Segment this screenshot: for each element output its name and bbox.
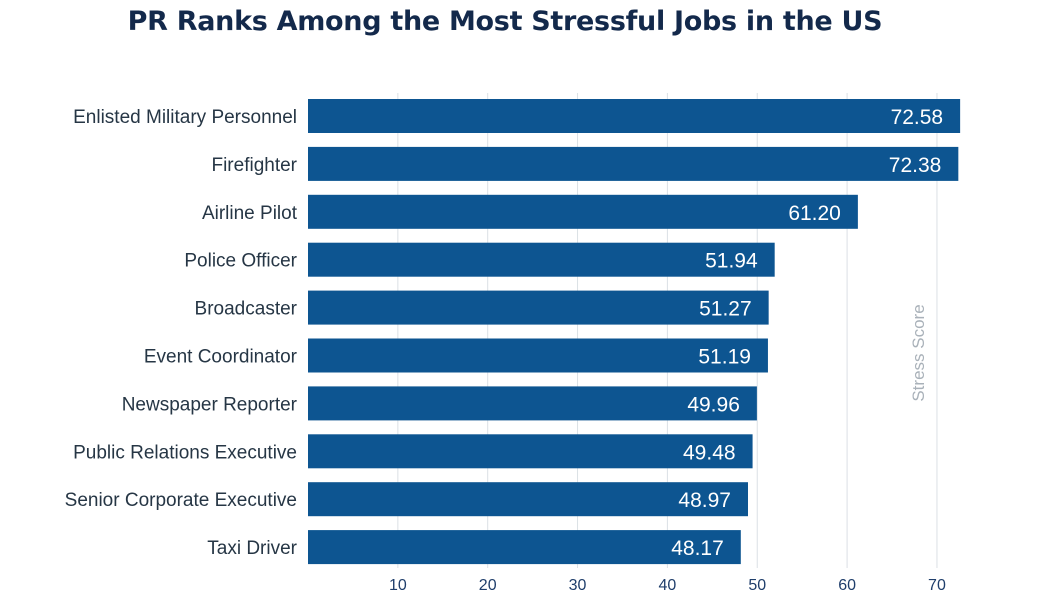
bar	[308, 482, 748, 517]
category-labels: Enlisted Military Personnel Firefighter Ai…	[65, 107, 298, 559]
x-tick-label: 10	[389, 577, 407, 594]
value-labels: 72.58 72.38 61.20 51.94 51.27 51.19 49.96 49.48…	[671, 106, 943, 560]
category-label: Firefighter	[211, 155, 297, 176]
category-label: Taxi Driver	[207, 538, 297, 559]
x-tick-labels: 10 20 30 40 50 60 70	[389, 577, 946, 594]
category-label: Enlisted Military Personnel	[73, 107, 297, 128]
chart-title: PR Ranks Among the Most Stressful Jobs i…	[127, 6, 883, 37]
x-tick-label: 30	[569, 577, 587, 594]
data-label: 48.17	[671, 537, 724, 560]
x-tick-label: 40	[659, 577, 677, 594]
bar	[308, 146, 959, 181]
bar	[308, 434, 753, 469]
x-tick-label: 70	[928, 577, 946, 594]
bar	[308, 530, 741, 565]
category-label: Event Coordinator	[144, 347, 298, 368]
data-label: 51.94	[705, 250, 758, 273]
data-label: 49.48	[683, 441, 736, 464]
category-label: Broadcaster	[195, 299, 298, 320]
data-label: 51.19	[698, 346, 751, 369]
bar	[308, 290, 769, 325]
category-label: Police Officer	[184, 251, 297, 272]
bar	[308, 338, 768, 373]
data-label: 72.58	[891, 106, 944, 129]
bar	[308, 194, 858, 229]
x-tick-label: 60	[838, 577, 856, 594]
bar	[308, 242, 775, 277]
x-tick-label: 50	[748, 577, 766, 594]
data-label: 72.38	[889, 154, 942, 177]
category-label: Newspaper Reporter	[122, 394, 298, 415]
data-label: 48.97	[678, 489, 731, 512]
data-label: 51.27	[699, 298, 752, 321]
data-label: 49.96	[687, 393, 740, 416]
bar	[308, 99, 961, 133]
x-tick-label: 20	[479, 577, 497, 594]
category-label: Public Relations Executive	[73, 442, 297, 463]
x-axis-title: Stress Score	[909, 304, 928, 401]
category-label: Airline Pilot	[202, 203, 298, 224]
bars	[308, 99, 961, 565]
data-label: 61.20	[788, 202, 841, 225]
bar	[308, 386, 757, 421]
category-label: Senior Corporate Executive	[65, 490, 297, 511]
